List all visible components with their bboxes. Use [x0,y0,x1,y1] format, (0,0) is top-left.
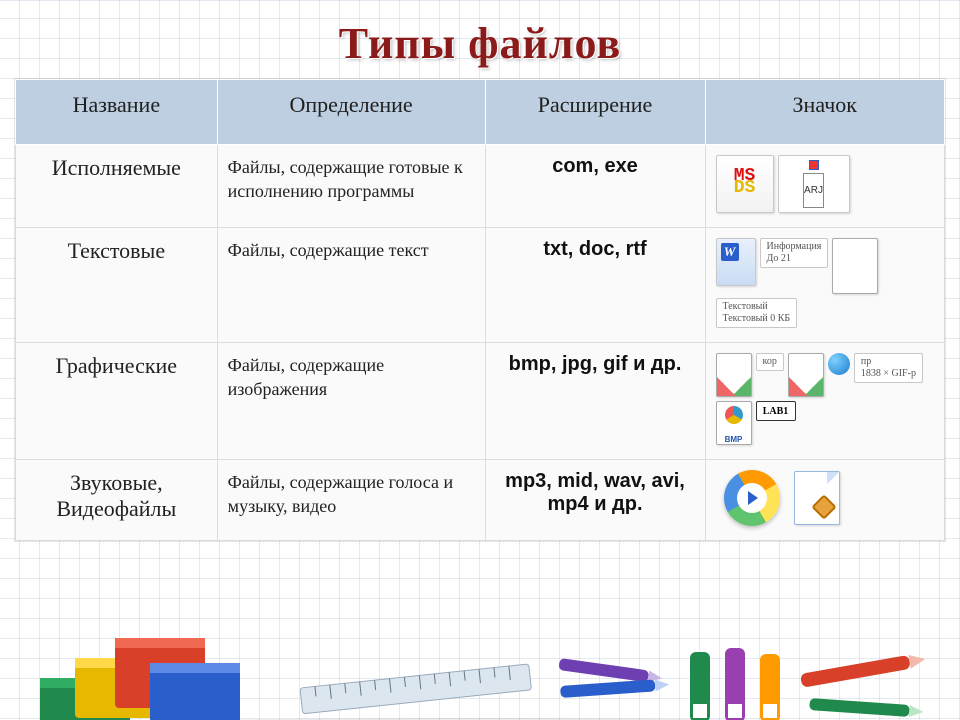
msdos-icon: MSDS [716,155,774,213]
table-row: Текстовые Файлы, содержащие текст txt, d… [16,228,945,343]
cell-extension: bmp, jpg, gif и др. [485,343,705,460]
media-player-icon [724,470,780,526]
bmp-file-icon: BMP [716,401,752,445]
cell-icons: кор пр 1838 × GIF-р BMP LAB1 [705,343,945,460]
col-header-definition: Определение [217,80,485,145]
word-doc-icon [716,238,756,286]
image-file-icon [788,353,824,397]
cell-extension: com, exe [485,145,705,228]
page-title: Типы файлов [0,18,960,69]
cell-definition: Файлы, содержащие изображения [217,343,485,460]
plugin-file-icon [794,471,840,525]
text-file-icon [832,238,878,294]
cell-icons: Информация До 21 Текстовый Текстовый 0 К… [705,228,945,343]
chip-sub: Текстовый 0 КБ [723,313,791,325]
col-header-name: Название [16,80,218,145]
chip-sub: До 21 [767,253,822,265]
cell-definition: Файлы, содержащие голоса и музыку, видео [217,460,485,541]
cell-definition: Файлы, содержащие текст [217,228,485,343]
arj-label: ARJ [803,173,824,208]
cell-name: Текстовые [16,228,218,343]
cell-definition: Файлы, содержащие готовые к исполнению п… [217,145,485,228]
chip-sub: 1838 × GIF-р [861,368,916,380]
cell-extension: mp3, mid, wav, avi, mp4 и др. [485,460,705,541]
cell-icons: MSDS ARJ [705,145,945,228]
bmp-label: BMP [725,435,743,444]
table-row: Графические Файлы, содержащие изображени… [16,343,945,460]
file-info-chip: Текстовый Текстовый 0 КБ [716,298,798,328]
cell-name: Исполняемые [16,145,218,228]
table-row: Звуковые, Видеофайлы Файлы, содержащие г… [16,460,945,541]
file-info-chip: Информация До 21 [760,238,829,268]
col-header-extension: Расширение [485,80,705,145]
chip-title: Текстовый [723,301,791,313]
cell-name: Графические [16,343,218,460]
chip-title: пр [861,356,916,368]
cell-icons [705,460,945,541]
arj-window-icon: ARJ [778,155,850,213]
cell-name: Звуковые, Видеофайлы [16,460,218,541]
chip-title: Информация [767,241,822,253]
cell-extension: txt, doc, rtf [485,228,705,343]
file-info-chip: кор [756,353,784,371]
col-header-icon: Значок [705,80,945,145]
filetypes-table: Название Определение Расширение Значок И… [15,79,945,541]
lab-chip: LAB1 [756,401,796,421]
table-header-row: Название Определение Расширение Значок [16,80,945,145]
image-file-icon [716,353,752,397]
supplies-decoration [0,628,960,720]
chip-title: кор [763,356,777,368]
table-row: Исполняемые Файлы, содержащие готовые к … [16,145,945,228]
file-info-chip: пр 1838 × GIF-р [854,353,923,383]
orb-icon [828,353,850,375]
